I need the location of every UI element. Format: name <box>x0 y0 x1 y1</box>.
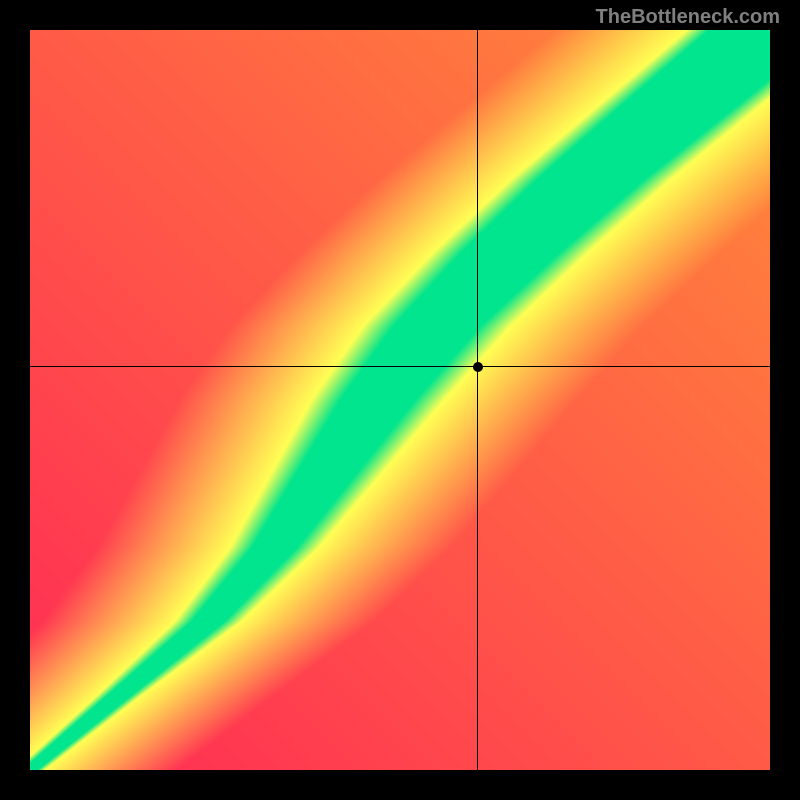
plot-area <box>30 30 770 770</box>
heatmap-canvas <box>30 30 770 770</box>
data-point-marker <box>473 362 483 372</box>
crosshair-horizontal <box>30 366 770 367</box>
chart-container: TheBottleneck.com <box>0 0 800 800</box>
crosshair-vertical <box>477 30 478 770</box>
watermark-text: TheBottleneck.com <box>596 6 780 29</box>
